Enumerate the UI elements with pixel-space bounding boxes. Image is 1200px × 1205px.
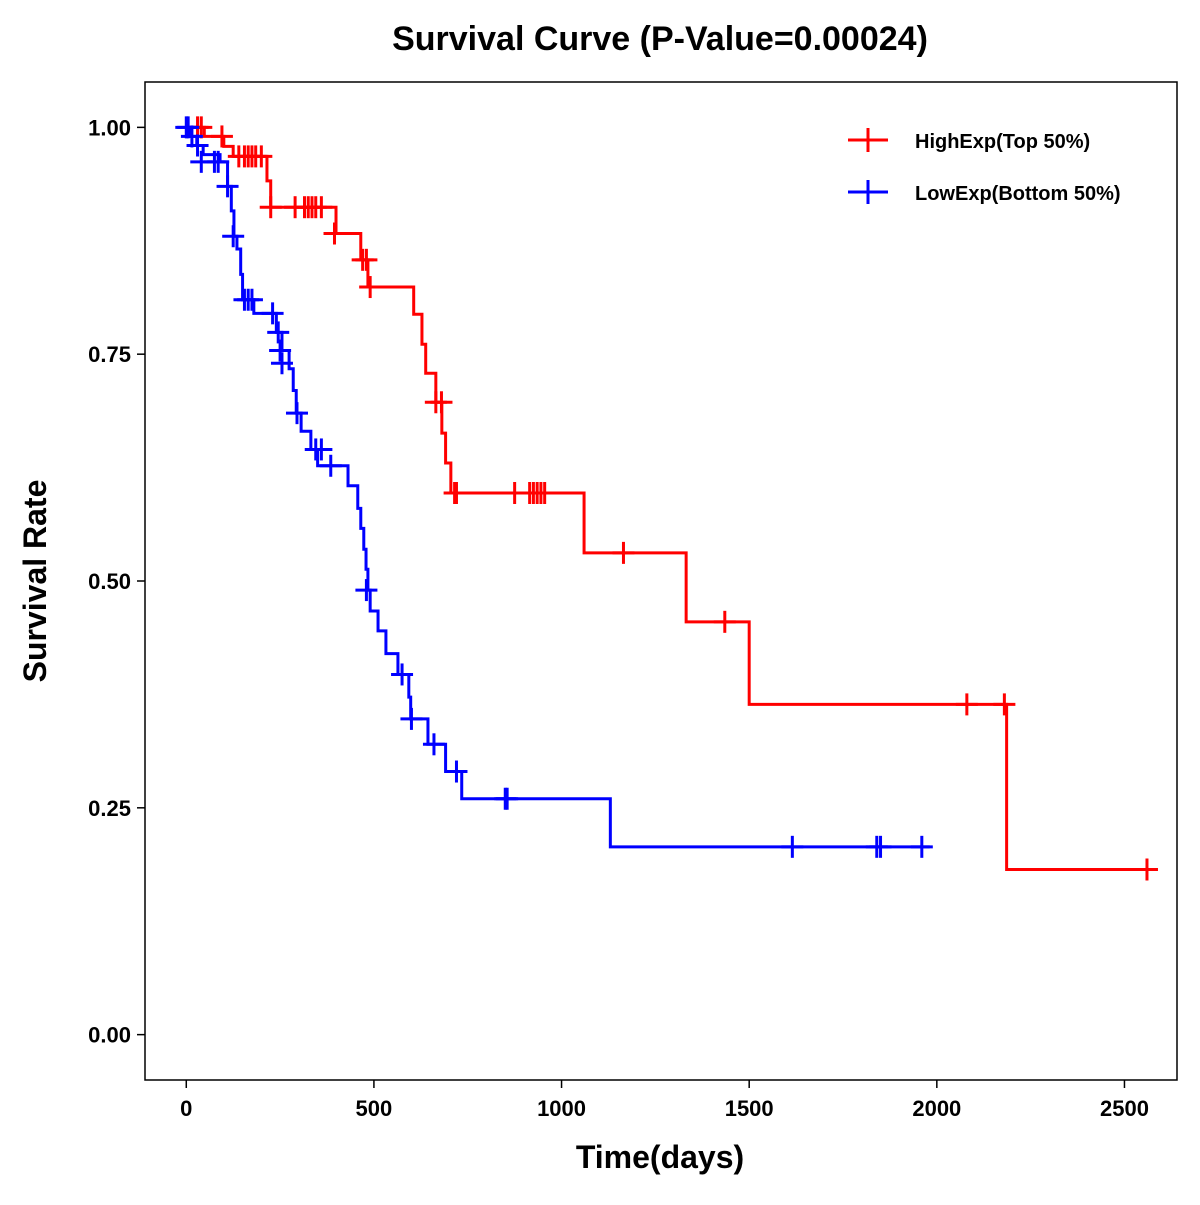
censor-mark [533,481,556,504]
censor-mark [430,391,453,414]
censor-mark [496,787,519,810]
censor-mark [713,610,736,633]
censor-mark [177,116,200,139]
censor-mark [781,835,804,858]
plot-frame [144,81,1178,1081]
x-tick-label: 2000 [912,1096,961,1121]
y-axis: 0.00 0.25 0.50 0.75 1.00 [88,115,145,1048]
censor-mark [222,225,245,248]
censor-mark [355,579,378,602]
y-tick-label: 0.75 [88,342,131,367]
censor-mark [267,321,290,344]
y-tick-label: 0.00 [88,1023,131,1048]
censor-mark [210,125,233,148]
censor-mark [270,352,293,375]
censor-mark [445,481,468,504]
y-tick-label: 1.00 [88,115,131,140]
y-tick-label: 0.50 [88,569,131,594]
x-tick-label: 2500 [1100,1096,1149,1121]
censor-mark [612,541,635,564]
censor-mark [240,288,263,311]
censor-mark [186,134,209,157]
x-tick-label: 500 [356,1096,393,1121]
series-group [175,116,1158,881]
x-tick-label: 1500 [725,1096,774,1121]
x-tick-label: 0 [180,1096,192,1121]
censor-mark [993,693,1016,716]
censor-mark [261,302,284,325]
chart-title: Survival Curve (P-Value=0.00024) [392,20,928,58]
censor-mark [319,454,342,477]
legend-item: HighExp(Top 50%) [848,128,1090,153]
censor-mark [955,693,978,716]
censor-mark [269,339,292,362]
censor-mark [180,125,203,148]
censor-mark [250,145,273,168]
censor-mark [422,733,445,756]
censor-mark [445,760,468,783]
x-axis-label: Time(days) [576,1139,744,1175]
y-axis-label: Survival Rate [17,480,53,683]
censor-mark [285,402,308,425]
x-tick-label: 1000 [537,1096,586,1121]
censor-mark [323,222,346,245]
legend: HighExp(Top 50%) LowExp(Bottom 50%) [848,128,1121,205]
censor-mark [910,835,933,858]
censor-mark [207,150,230,173]
censor-mark [359,276,382,299]
legend-label: LowExp(Bottom 50%) [915,183,1121,205]
censor-mark [400,707,423,730]
survival-line-1 [186,125,930,849]
censor-mark [259,196,282,219]
censor-mark [310,196,333,219]
censor-mark [216,175,239,198]
censor-mark [310,438,333,461]
y-tick-label: 0.25 [88,796,131,821]
legend-label: HighExp(Top 50%) [915,131,1090,153]
censor-mark [355,248,378,271]
censor-mark [869,835,892,858]
survival-line-0 [186,125,1150,872]
censor-mark [1135,858,1158,881]
x-axis: 0 500 1000 1500 2000 2500 [180,1080,1149,1121]
legend-item: LowExp(Bottom 50%) [848,180,1121,205]
censor-mark [391,663,414,686]
